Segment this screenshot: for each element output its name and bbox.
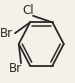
Text: Cl: Cl [23, 4, 34, 17]
Text: Br: Br [0, 27, 13, 40]
Text: Br: Br [8, 62, 22, 75]
